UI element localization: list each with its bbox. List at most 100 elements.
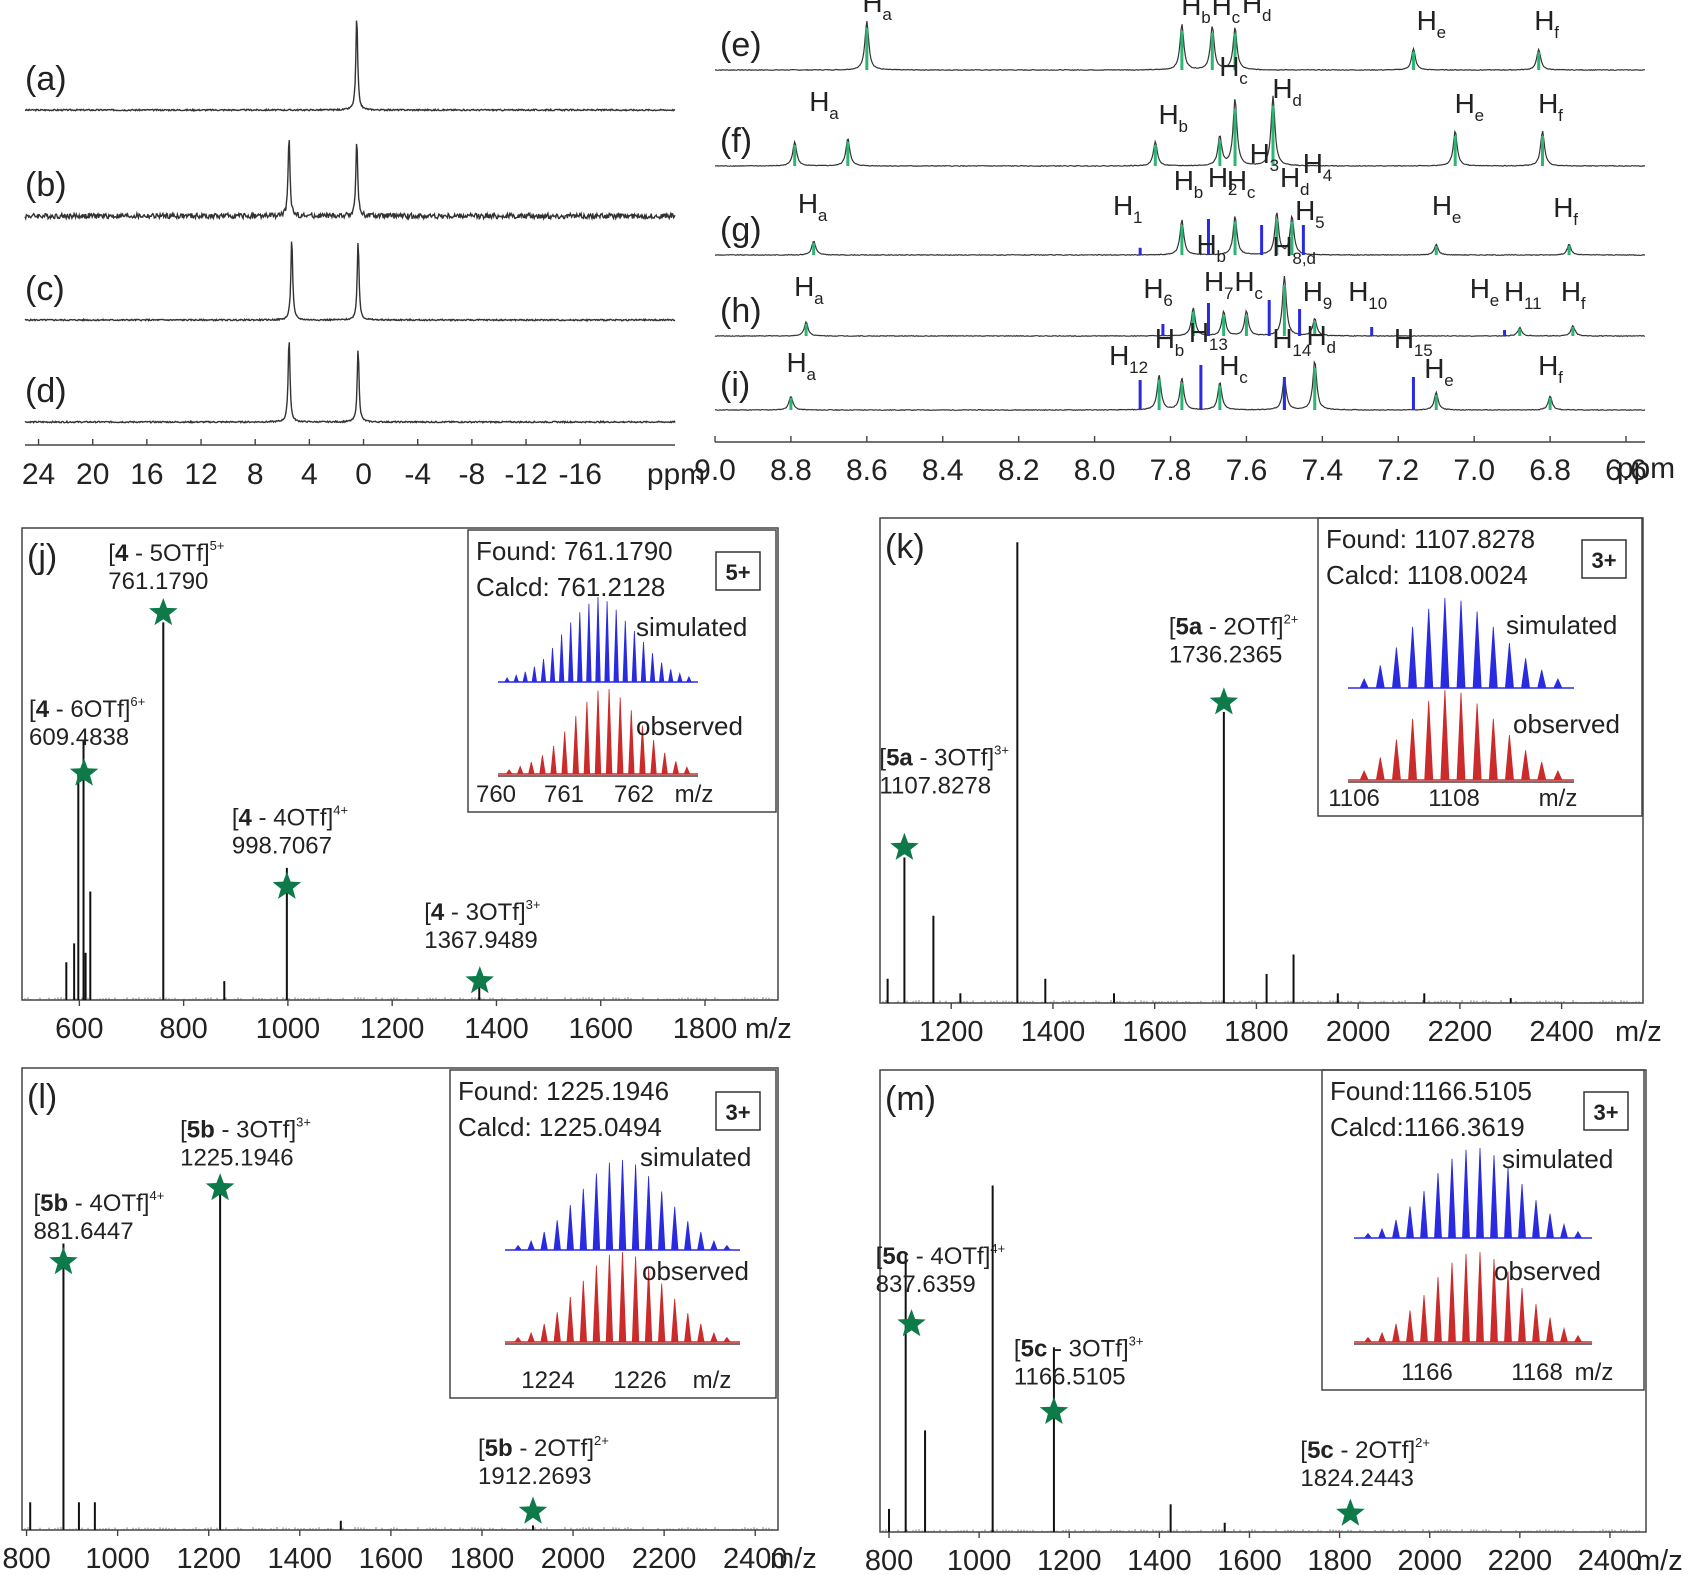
inset-tick-label: m/z xyxy=(1539,785,1578,812)
tick-label: 2200 xyxy=(1428,1016,1493,1048)
star-marker xyxy=(69,758,99,786)
peak-label-h: H xyxy=(1280,162,1300,193)
simulated-label: simulated xyxy=(1506,610,1617,640)
tick-label: 1400 xyxy=(464,1013,529,1045)
peak-label-sub: 4 xyxy=(1323,166,1332,185)
charge-label: 3+ xyxy=(725,1100,750,1125)
observed-envelope xyxy=(1359,689,1563,781)
observed-envelope xyxy=(1363,1251,1583,1343)
tick-label: 1400 xyxy=(268,1543,333,1575)
peak-label-sub: 9 xyxy=(1323,294,1332,313)
simulated-label: simulated xyxy=(1502,1144,1613,1174)
peak-label-sub: d xyxy=(1292,91,1301,110)
peak-label-sub: 3 xyxy=(1270,156,1279,175)
observed-envelope xyxy=(505,688,691,775)
ion-mass: 761.1790 xyxy=(108,568,208,595)
tick-label: 7.6 xyxy=(1226,454,1268,487)
tick-label: 1000 xyxy=(85,1543,150,1575)
peak-label-h: H xyxy=(1109,340,1129,371)
observed-label: observed xyxy=(1513,709,1620,739)
ion-label: [5b - 2OTf]2+ xyxy=(478,1433,609,1462)
inset-tick-label: m/z xyxy=(693,1367,732,1394)
simulated-label: simulated xyxy=(640,1142,751,1172)
simulated-envelope xyxy=(514,1159,731,1251)
trace-label: (e) xyxy=(720,26,762,64)
tick-label: 2000 xyxy=(1326,1016,1391,1048)
x-axis-label: m/z xyxy=(770,1543,817,1575)
ion-label: [5c - 2OTf]2+ xyxy=(1300,1435,1430,1464)
tick-label: 2200 xyxy=(632,1543,697,1575)
spectrum-trace xyxy=(714,212,1645,256)
spectrum-trace xyxy=(24,20,676,113)
observed-label: observed xyxy=(636,711,743,741)
panel-label: (l) xyxy=(27,1078,57,1116)
panel-31p-nmr: (a) (b) (c) (d) 24 20 16 12 8 4 0 -4 -8 -12 -16 ppm xyxy=(22,20,705,491)
peak-label-sub: 11 xyxy=(1524,294,1542,313)
peak-label-h: H xyxy=(1348,276,1368,307)
charge-box xyxy=(1581,539,1627,579)
peak-label-h: H xyxy=(1303,276,1323,307)
baseline-noise xyxy=(882,1000,1640,1003)
tick-label: 600 xyxy=(55,1013,103,1045)
trace-label: (g) xyxy=(720,211,762,249)
panel-label: (m) xyxy=(885,1080,936,1118)
peak-label-sub: d xyxy=(1262,6,1271,25)
star-marker xyxy=(518,1496,548,1524)
peak-label-h: H xyxy=(1295,195,1315,226)
peak-label-sub: 1 xyxy=(1133,208,1142,227)
charge-label: 3+ xyxy=(1591,548,1616,573)
peak-label-h: H xyxy=(1272,323,1292,354)
ion-mass: 1912.2693 xyxy=(478,1463,591,1490)
tick-label: 6.6 xyxy=(1605,454,1647,487)
ion-label: [4 - 3OTf]3+ xyxy=(424,897,540,926)
peak-label-sub: 5 xyxy=(1315,213,1324,232)
plot-frame xyxy=(21,1067,779,1531)
inset-tick-label: 1106 xyxy=(1328,785,1380,812)
tick-label: 1600 xyxy=(568,1013,633,1045)
peak-label-sub: 12 xyxy=(1129,358,1148,377)
tick-label: 2400 xyxy=(1578,1545,1643,1575)
tick-label: 1000 xyxy=(947,1545,1012,1575)
trace-label: (h) xyxy=(720,292,762,330)
peak-label-sub: a xyxy=(814,289,824,308)
inset-tick-label: 1226 xyxy=(613,1367,666,1394)
ion-mass: 1367.9489 xyxy=(424,927,537,954)
peak-label-sub: 2 xyxy=(1228,180,1237,199)
x-axis-label: ppm xyxy=(647,458,705,491)
inset-found: Found: 761.1790 xyxy=(476,536,673,566)
peak-label-h: H xyxy=(1208,162,1228,193)
tick-label: 7.0 xyxy=(1453,454,1495,487)
tick-label: 800 xyxy=(2,1543,50,1575)
x-axis-label: m/z xyxy=(1615,1016,1662,1048)
spectrum-trace xyxy=(714,95,1645,167)
tick-label: 1800 xyxy=(450,1543,515,1575)
charge-label: 5+ xyxy=(725,560,750,585)
peak-label-h: H xyxy=(1561,276,1581,307)
tick-label: 16 xyxy=(130,458,163,491)
peak-label-h: H xyxy=(1303,148,1323,179)
tick-label: 0 xyxy=(355,458,372,491)
peak-label-h: H xyxy=(794,271,814,302)
tick-label: 1200 xyxy=(919,1016,984,1048)
inset-tick-label: m/z xyxy=(675,781,714,808)
peak-label-sub: d xyxy=(1300,180,1309,199)
tick-label: 1400 xyxy=(1021,1016,1086,1048)
tick-label: 1800 xyxy=(673,1013,738,1045)
peak-label-h: H xyxy=(1553,192,1573,223)
peak-label-sub: e xyxy=(1490,291,1499,310)
tick-label: 1200 xyxy=(176,1543,241,1575)
inset-found: Found: 1107.8278 xyxy=(1326,524,1535,554)
ion-label: [4 - 6OTf]6+ xyxy=(29,694,145,723)
tick-label: 6.8 xyxy=(1529,454,1571,487)
tick-label: 1400 xyxy=(1127,1545,1192,1575)
peak-label-h: H xyxy=(1227,165,1247,196)
tick-label: -8 xyxy=(459,458,486,491)
star-marker xyxy=(205,1173,235,1201)
panel-label: (j) xyxy=(27,538,57,576)
peak-label-h: H xyxy=(787,347,807,378)
inset-tick-label: m/z xyxy=(1575,1359,1614,1386)
peak-label-h: H xyxy=(1272,231,1292,262)
tick-label: 8 xyxy=(247,458,264,491)
tick-label: 8.8 xyxy=(770,454,812,487)
